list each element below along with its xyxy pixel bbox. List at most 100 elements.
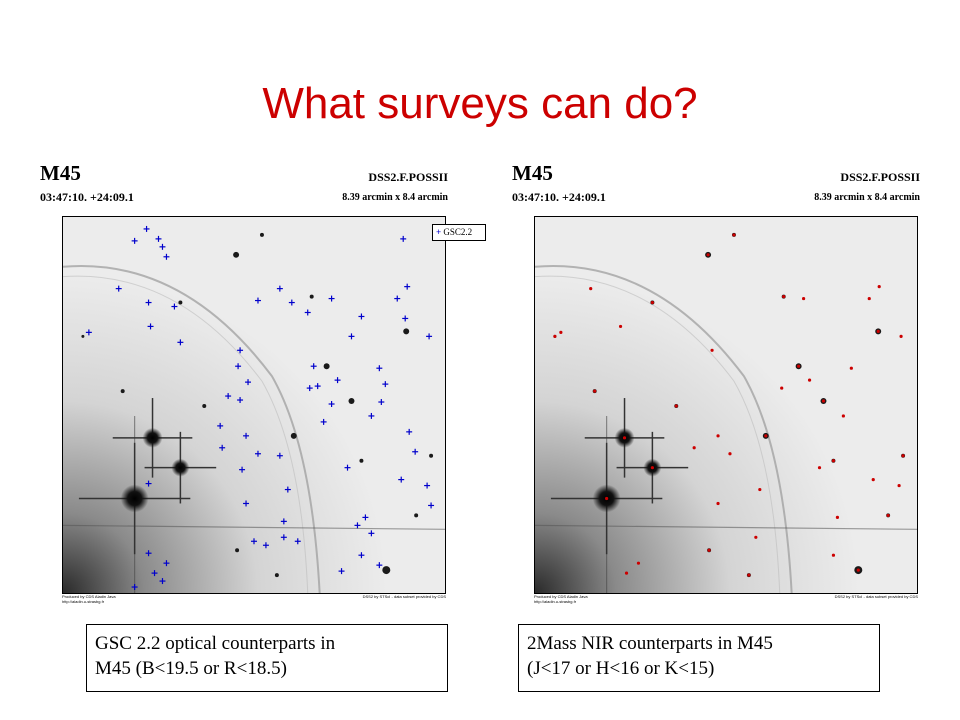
caption-line-2: M45 (B<19.5 or R<18.5): [95, 658, 287, 679]
twomass-marker: [707, 548, 711, 552]
field-of-view: 8.39 arcmin x 8.4 arcmin: [814, 192, 920, 203]
gsc-panel: M45 03:47:10. +24:09.1 DSS2.F.POSSII 8.3…: [40, 160, 490, 610]
twomass-marker: [841, 414, 845, 418]
faint-star: [414, 513, 419, 518]
twomass-marker: [802, 296, 806, 301]
twomass-marker: [867, 296, 871, 301]
twomass-marker: [831, 459, 836, 463]
twomass-marker: [817, 466, 822, 470]
object-coordinates: 03:47:10. +24:09.1: [40, 190, 134, 204]
twomass-marker: [886, 513, 890, 518]
survey-name: DSS2.F.POSSII: [840, 170, 920, 184]
twomass-marker: [758, 487, 762, 492]
twomass-marker: [692, 446, 696, 450]
twomass-marker: [650, 300, 654, 305]
bright-star: [120, 484, 149, 513]
twomass-marker: [622, 436, 627, 440]
object-name: M45: [40, 161, 81, 185]
twomass-marker: [877, 285, 881, 289]
faint-star: [235, 548, 240, 553]
credit-line-1: Produced by CDS Aladin Java: [534, 594, 588, 599]
twomass-marker: [732, 233, 736, 237]
sky-image-gsc: [62, 216, 446, 594]
faint-star: [120, 389, 125, 394]
credit-right: DSS2 by STScI - data subset provided by …: [362, 594, 446, 599]
sky-image-gsc-svg: [63, 217, 445, 593]
faint-star: [290, 432, 297, 439]
twomass-marker: [728, 452, 732, 456]
twomass-marker: [706, 253, 710, 257]
twomass-marker: [754, 535, 758, 539]
faint-star: [382, 566, 391, 575]
twomass-marker: [605, 496, 609, 501]
slide-title: What surveys can do?: [262, 79, 698, 128]
twomass-marker: [901, 454, 905, 458]
twomass-marker: [871, 478, 875, 482]
twomass-marker: [821, 399, 826, 403]
caption-2mass: 2Mass NIR counterparts in M45 (J<17 or H…: [518, 624, 880, 692]
twomass-marker: [636, 561, 641, 565]
nebula-glow: [535, 217, 917, 593]
reflection-arc-inner: [535, 275, 781, 593]
twomass-marker: [559, 330, 563, 334]
nebula-glow: [63, 217, 445, 593]
twomass-marker: [650, 466, 654, 470]
twomass-marker: [716, 434, 720, 438]
faint-star: [323, 363, 330, 370]
faint-star: [202, 404, 207, 408]
twomass-marker: [747, 573, 751, 577]
twomass-marker: [856, 568, 860, 572]
reflection-arc-inner: [63, 275, 309, 593]
twomass-marker: [849, 366, 853, 370]
survey-name: DSS2.F.POSSII: [368, 170, 448, 184]
caption-line-2: (J<17 or H<16 or K<15): [527, 658, 715, 679]
faint-star: [274, 573, 279, 578]
twomass-marker: [897, 483, 901, 488]
twomass-marker: [618, 324, 623, 329]
credit-left: Produced by CDS Aladin Java http://aladi…: [62, 594, 116, 604]
twomass-marker: [835, 515, 840, 519]
twomass-marker: [710, 348, 714, 352]
bright-star: [142, 427, 163, 448]
credit-line-2: http://aladin.u-strasbg.fr: [62, 599, 105, 604]
credit-line-1: Produced by CDS Aladin Java: [62, 594, 116, 599]
credit-line-2: http://aladin.u-strasbg.fr: [534, 599, 577, 604]
twomass-marker: [782, 294, 786, 299]
twomass-marker: [899, 334, 903, 338]
legend-label: GSC2.2: [443, 227, 473, 237]
caption-line-1: GSC 2.2 optical counterparts in: [95, 633, 336, 654]
faint-star: [178, 300, 183, 305]
twomass-marker: [589, 287, 593, 291]
faint-star: [259, 232, 264, 237]
overlay-legend: + GSC2.2: [432, 224, 486, 241]
caption-gsc: GSC 2.2 optical counterparts in M45 (B<1…: [86, 624, 448, 692]
twomass-marker: [831, 553, 836, 557]
faint-star: [309, 294, 314, 299]
diffraction-streak: [535, 524, 917, 530]
twomass-marker: [553, 334, 557, 338]
object-name: M45: [512, 161, 553, 185]
credit-right: DSS2 by STScI - data subset provided by …: [834, 594, 918, 599]
bright-star: [171, 458, 190, 477]
reflection-arc: [535, 265, 793, 593]
field-of-view: 8.39 arcmin x 8.4 arcmin: [342, 192, 448, 203]
twomass-marker: [674, 404, 678, 408]
diffraction-streak: [63, 524, 445, 530]
twomass-marker: [716, 501, 720, 506]
sky-image-2mass-svg: [535, 217, 917, 593]
faint-star: [429, 453, 434, 458]
faint-star: [403, 328, 410, 335]
object-coordinates: 03:47:10. +24:09.1: [512, 190, 606, 204]
faint-star: [359, 458, 364, 463]
twomass-marker: [807, 378, 812, 382]
caption-line-1: 2Mass NIR counterparts in M45: [527, 633, 773, 654]
twomass-marker: [780, 386, 784, 390]
reflection-arc: [63, 265, 321, 593]
credit-left: Produced by CDS Aladin Java http://aladi…: [534, 594, 588, 604]
twomass-marker: [876, 329, 880, 333]
faint-star: [348, 398, 355, 405]
twomass-marker: [797, 364, 801, 368]
faint-star: [233, 251, 240, 258]
twomass-marker: [764, 434, 768, 438]
twomass-marker: [624, 571, 629, 575]
